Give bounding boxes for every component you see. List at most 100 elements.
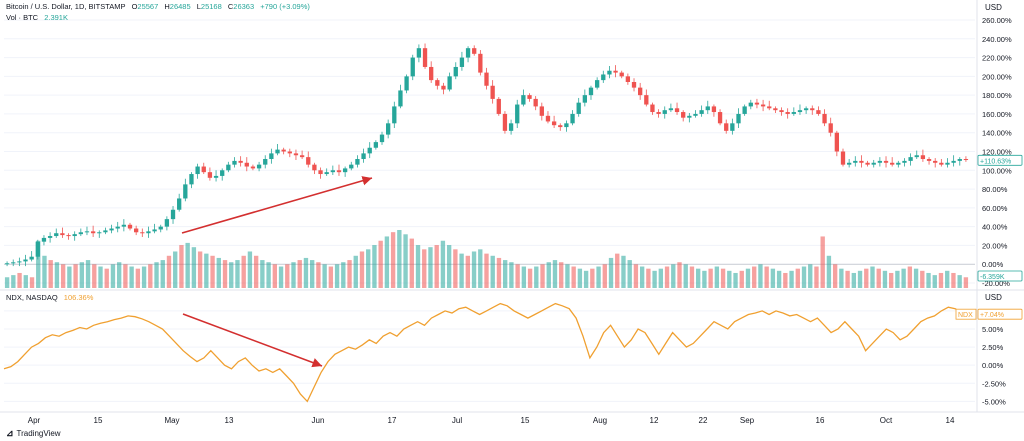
- volume-bar: [689, 266, 695, 288]
- price-y-tick: 260.00%: [982, 16, 1012, 25]
- candle-body: [902, 160, 907, 163]
- candle-body: [435, 80, 440, 86]
- volume-bar: [92, 264, 97, 288]
- candle-body: [447, 76, 452, 90]
- high-label: H: [164, 2, 170, 11]
- candle-body: [207, 172, 213, 178]
- volume-bar: [646, 268, 651, 288]
- open-label: O: [131, 2, 138, 11]
- candle-body: [705, 106, 710, 111]
- candle-body: [263, 159, 268, 165]
- x-tick-label: 13: [225, 416, 234, 425]
- volume-bar: [204, 253, 209, 288]
- candle-body: [760, 104, 766, 107]
- candle-body: [201, 166, 206, 173]
- candle-body: [189, 174, 194, 185]
- candle-body: [54, 233, 59, 237]
- annotation-arrows: [181, 176, 373, 368]
- volume-bar: [895, 270, 900, 288]
- volume-bar: [590, 268, 595, 288]
- candle-body: [920, 155, 926, 160]
- candle-body: [90, 231, 96, 234]
- volume-bar: [23, 275, 28, 288]
- candle-body: [60, 233, 65, 236]
- candle-body: [564, 123, 569, 128]
- candle-body: [527, 95, 532, 99]
- volume-bar: [309, 260, 315, 288]
- volume-bar: [658, 268, 664, 288]
- volume-bar: [154, 262, 159, 288]
- candle-body: [681, 112, 686, 118]
- volume-label[interactable]: Vol · BTC: [6, 13, 39, 22]
- candle-body: [4, 263, 10, 265]
- volume-bar: [135, 268, 141, 288]
- volume-bar: [677, 262, 682, 288]
- candle-body: [607, 70, 612, 75]
- brand-label[interactable]: TradingView: [16, 429, 61, 438]
- candle-body: [392, 106, 397, 124]
- candle-body: [644, 95, 649, 105]
- candle-body: [650, 104, 655, 113]
- candle-body: [342, 168, 348, 173]
- candle-body: [551, 121, 557, 126]
- candle-body: [152, 229, 157, 232]
- candle-body: [687, 115, 692, 118]
- x-tick-label: Jul: [452, 416, 462, 425]
- candle-body: [220, 170, 225, 176]
- volume-bar: [347, 260, 352, 288]
- volume-bar: [758, 264, 763, 288]
- ndx-line: [3, 302, 970, 403]
- volume-bar: [851, 272, 857, 288]
- candle-body: [859, 160, 864, 163]
- candle-body: [115, 226, 120, 229]
- candle-body: [453, 66, 458, 77]
- volume-bar: [502, 260, 508, 288]
- price-y-tick: 20.00%: [982, 241, 1008, 250]
- volume-bar: [845, 270, 850, 288]
- candle-body: [890, 162, 895, 165]
- bottom-unit-label: USD: [985, 293, 1002, 302]
- volume-bar: [932, 275, 937, 288]
- symbol-label[interactable]: Bitcoin / U.S. Dollar, 1D, BITSTAMP: [6, 2, 126, 11]
- candle-body: [865, 162, 870, 165]
- candle-body: [613, 70, 618, 73]
- volume-bar: [29, 277, 35, 288]
- price-header: Bitcoin / U.S. Dollar, 1D, BITSTAMP O255…: [6, 2, 314, 11]
- btc-trend-arrow: [181, 176, 373, 234]
- candle-body: [281, 149, 286, 152]
- volume-bar: [11, 275, 16, 288]
- price-y-axis: 260.00% 240.00% 220.00% 200.00% 180.00% 160.0…: [982, 16, 1012, 288]
- volume-bar: [615, 253, 620, 288]
- volume-bar: [951, 272, 956, 288]
- change-value: +790 (+3.09%): [260, 2, 310, 11]
- candle-body: [699, 110, 704, 114]
- volume-bar: [229, 262, 234, 288]
- volume-bar: [764, 266, 769, 288]
- volume-bar: [683, 264, 688, 288]
- volume-bar: [297, 260, 302, 288]
- volume-bar: [639, 266, 645, 288]
- candle-body: [478, 53, 483, 73]
- candle-body: [35, 241, 40, 257]
- candle-body: [66, 235, 71, 237]
- candle-body: [355, 159, 360, 165]
- candle-body: [465, 48, 471, 58]
- price-y-tick: 40.00%: [982, 223, 1008, 232]
- candle-body: [244, 162, 249, 167]
- candle-body: [164, 219, 170, 227]
- candle-body: [601, 74, 606, 81]
- volume-bar: [79, 262, 85, 288]
- volume-bar: [110, 264, 116, 288]
- volume-bar: [197, 251, 203, 288]
- volume-bar: [366, 249, 371, 288]
- candle-body: [558, 125, 563, 128]
- candle-body: [29, 256, 34, 260]
- candle-body: [730, 123, 735, 131]
- ndx-label[interactable]: NDX, NASDAQ: [6, 293, 58, 302]
- x-tick-label: Oct: [880, 416, 893, 425]
- candle-body: [330, 170, 335, 173]
- candle-body: [269, 153, 274, 160]
- volume-bar: [459, 253, 464, 288]
- close-value: 26363: [233, 2, 255, 11]
- ndx-header: NDX, NASDAQ 106.36%: [6, 293, 97, 302]
